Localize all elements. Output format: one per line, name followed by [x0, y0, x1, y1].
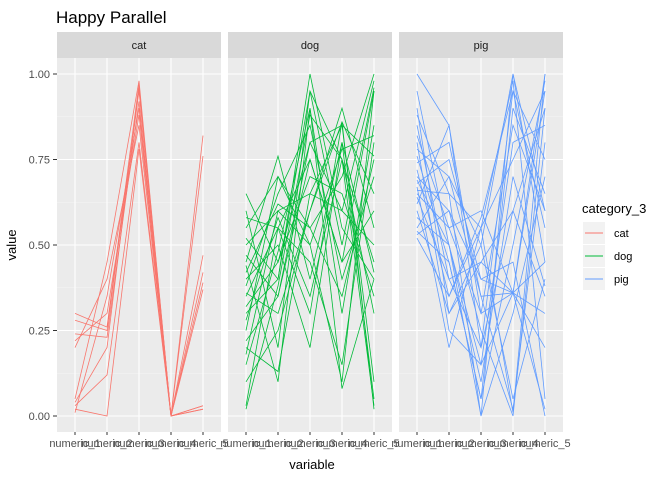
x-tick-label: numeric_1 — [220, 438, 271, 450]
series-line-pig — [416, 90, 546, 298]
facet-strip-label: pig — [474, 40, 489, 52]
y-axis-title: value — [4, 229, 19, 260]
series-line-dog — [245, 142, 375, 280]
x-axis-title: variable — [289, 457, 335, 472]
x-tick-label: numeric_3 — [455, 438, 506, 450]
x-tick-label: numeric_2 — [423, 438, 474, 450]
y-tick-label: 0.00 — [29, 411, 50, 423]
facet-strip — [57, 32, 221, 58]
series-line-pig — [416, 123, 546, 315]
legend: category_3 cat dog pig — [582, 201, 646, 290]
x-tick-label: numeric_1 — [391, 438, 442, 450]
y-tick-label: 1.00 — [29, 69, 50, 81]
x-tick-label: numeric_4 — [487, 438, 538, 450]
x-tick-label: numeric_1 — [49, 438, 100, 450]
y-tick-label: 0.50 — [29, 240, 50, 252]
x-tick-label: numeric_5 — [519, 438, 570, 450]
legend-label-cat: cat — [614, 228, 629, 240]
x-tick-label: numeric_2 — [81, 438, 132, 450]
x-tick-label: numeric_2 — [252, 438, 303, 450]
facet-strip-label: dog — [301, 40, 319, 52]
series-line-cat — [74, 125, 204, 417]
y-axis: 0.00 0.25 0.50 0.75 1.00 — [29, 69, 57, 423]
facet-strip-label: cat — [132, 40, 147, 52]
series-line-dog — [245, 124, 375, 382]
facet-strip — [399, 32, 563, 58]
chart-title: Happy Parallel — [56, 8, 167, 27]
x-tick-label: numeric_5 — [177, 438, 228, 450]
facet-panels: catnumeric_1numeric_2numeric_3numeric_4n… — [49, 32, 571, 450]
x-tick-label: numeric_3 — [113, 438, 164, 450]
x-tick-label: numeric_4 — [145, 438, 196, 450]
series-line-pig — [416, 217, 546, 366]
series-line-pig — [416, 135, 546, 294]
series-line-dog — [245, 120, 375, 383]
series-line-pig — [416, 176, 546, 417]
series-line-cat — [74, 114, 204, 417]
panel-cat: cat numeric_1numeric_2numeric_3numeric_4n… — [49, 32, 229, 450]
series-line-dog — [245, 108, 375, 389]
series-line-pig — [416, 176, 546, 382]
x-tick-label: numeric_4 — [316, 438, 367, 450]
series-line-cat — [74, 87, 204, 417]
y-tick-label: 0.75 — [29, 155, 50, 167]
series-line-pig — [416, 142, 546, 410]
series-line-pig — [416, 108, 546, 348]
series-line-dog — [245, 124, 375, 287]
series-line-pig — [416, 210, 546, 417]
legend-label-dog: dog — [614, 251, 632, 263]
series-line-dog — [245, 157, 375, 321]
series-line-dog — [245, 91, 375, 406]
legend-label-pig: pig — [614, 274, 629, 286]
x-tick-label: numeric_5 — [348, 438, 399, 450]
series-line-dog — [245, 114, 375, 410]
legend-title: category_3 — [582, 201, 646, 216]
panel-dog: dog numeric_1numeric_2numeric_3numeric_4n… — [220, 32, 400, 450]
panel-pig: pig numeric_1numeric_2numeric_3numeric_4n… — [391, 32, 571, 450]
series-line-cat — [74, 108, 204, 417]
series-line-cat — [74, 80, 204, 417]
facet-strip — [228, 32, 392, 58]
series-line-dog — [245, 193, 375, 373]
y-tick-label: 0.25 — [29, 326, 50, 338]
series-line-dog — [245, 159, 375, 331]
series-line-dog — [245, 176, 375, 307]
x-tick-label: numeric_3 — [284, 438, 335, 450]
series-line-dog — [245, 135, 375, 355]
